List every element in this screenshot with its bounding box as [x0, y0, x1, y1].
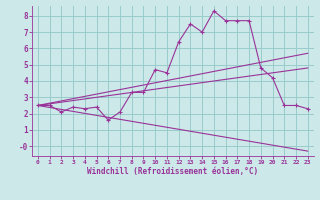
X-axis label: Windchill (Refroidissement éolien,°C): Windchill (Refroidissement éolien,°C) — [87, 167, 258, 176]
